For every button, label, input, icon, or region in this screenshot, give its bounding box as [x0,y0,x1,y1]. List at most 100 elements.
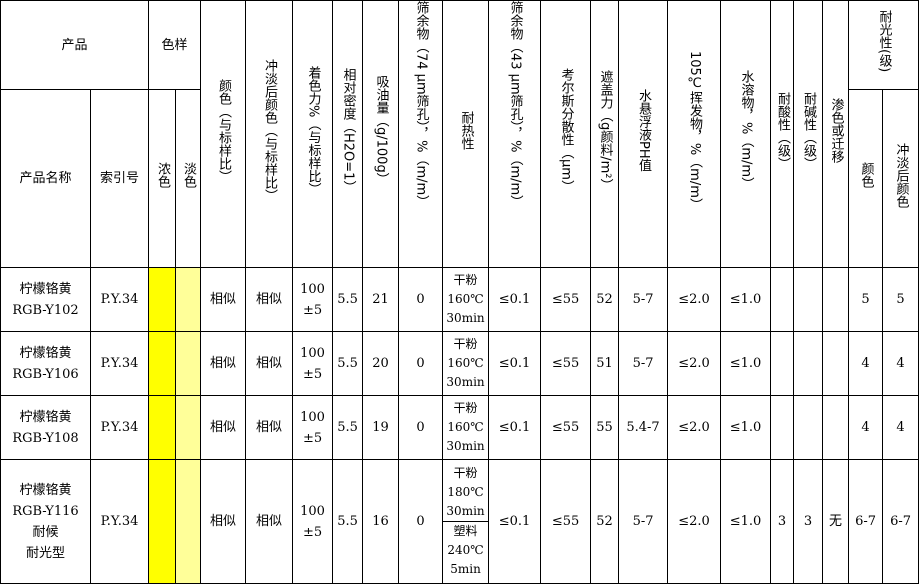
density: 5.5 [332,267,364,332]
color: 相似 [200,459,247,584]
oil-absorption: 19 [362,395,400,460]
oil-absorption: 16 [362,459,400,584]
tint-color: 相似 [245,459,294,584]
ph: 5-7 [618,331,669,396]
acid-resistance: 3 [770,459,795,584]
light-fastness-color: 6-7 [848,459,884,584]
alkali-resistance [793,395,824,460]
header-volatile: 105℃挥发物，%（m/m） [687,50,703,211]
product-name: 柠檬铬黄 RGB-Y102 [0,267,91,332]
light-swatch [175,331,202,396]
heat-resistance: 干粉 160℃ 30min [442,331,490,396]
light-fastness-color: 4 [848,331,884,396]
hiding-power: 52 [590,267,620,332]
hiding-power: 55 [590,395,620,460]
hegman: ≤55 [540,331,592,396]
volatile: ≤2.0 [667,395,722,460]
ph: 5-7 [618,459,669,584]
header-index-no: 索引号 [89,89,150,268]
color: 相似 [200,267,247,332]
product-name: 柠檬铬黄 RGB-Y116 耐候 耐光型 [0,459,91,584]
color: 相似 [200,331,247,396]
index-no: P.Y.34 [89,267,150,332]
ph: 5.4-7 [618,395,669,460]
header-light: 淡色 [181,162,197,188]
deep-swatch [148,459,177,584]
hiding-power: 51 [590,331,620,396]
density: 5.5 [332,331,364,396]
density: 5.5 [332,459,364,584]
hegman: ≤55 [540,395,592,460]
ph: 5-7 [618,267,669,332]
product-name: 柠檬铬黄 RGB-Y108 [0,395,91,460]
product-name: 柠檬铬黄 RGB-Y106 [0,331,91,396]
heat-resistance: 干粉 160℃ 30min [442,267,490,332]
light-fastness-color: 4 [848,395,884,460]
sieve-74: 0 [398,459,444,584]
header-sieve74: 筛余物（74 μm筛孔），%（m/m） [413,1,429,209]
header-color: 颜色（与标样比） [216,78,232,183]
index-no: P.Y.34 [89,331,150,396]
light-fastness-tint: 6-7 [882,459,919,584]
oil-absorption: 21 [362,267,400,332]
deep-swatch [148,267,177,332]
table-row: 柠檬铬黄 RGB-Y116 耐候 耐光型 P.Y.34 相似 相似 100 ±5 5.5 16 0 干粉… [0,459,919,584]
index-no: P.Y.34 [89,459,150,584]
bleeding: 无 [822,459,850,584]
table-row: 柠檬铬黄 RGB-Y108 P.Y.34 相似 相似 100 ±5 5.5 19 0 干粉 160℃ 3… [0,395,919,460]
bleeding [822,267,850,332]
header-sieve43: 筛余物（43 μm筛孔），%（m/m） [507,1,523,209]
alkali-resistance [793,331,824,396]
table-row: 柠檬铬黄 RGB-Y102 P.Y.34 相似 相似 100 ±5 5.5 21 0 干粉 160℃ 3… [0,267,919,332]
oil-absorption: 20 [362,331,400,396]
heat-resistance: 干粉 180℃ 30min 塑料 240℃ 5min [442,459,490,584]
tint-strength: 100 ±5 [292,267,334,332]
header-deep: 浓色 [155,162,171,188]
header-alkali: 耐碱性（级） [801,91,817,170]
color: 相似 [200,395,247,460]
tint-color: 相似 [245,331,294,396]
light-swatch [175,267,202,332]
light-fastness-tint: 4 [882,331,919,396]
tint-strength: 100 ±5 [292,395,334,460]
light-swatch [175,459,202,584]
acid-resistance [770,395,795,460]
water-soluble: ≤1.0 [720,331,772,396]
sieve-43: ≤0.1 [488,331,542,396]
hegman: ≤55 [540,459,592,584]
sieve-43: ≤0.1 [488,395,542,460]
water-soluble: ≤1.0 [720,459,772,584]
heat-resistance: 干粉 160℃ 30min [442,395,490,460]
density: 5.5 [332,395,364,460]
sieve-74: 0 [398,395,444,460]
header-tint-strength: 着色力%（与标样比） [305,65,321,196]
header-oil: 吸油量（g/100g） [373,75,389,186]
header-lf-color: 颜色 [858,162,874,188]
volatile: ≤2.0 [667,267,722,332]
tint-strength: 100 ±5 [292,459,334,584]
header-heat: 耐热性 [458,111,474,150]
sieve-43: ≤0.1 [488,267,542,332]
acid-resistance [770,331,795,396]
header-product-name: 产品名称 [0,89,91,268]
header-ph: 水悬浮液PH值 [636,89,652,172]
header-acid: 耐酸性（级） [775,91,791,170]
water-soluble: ≤1.0 [720,395,772,460]
deep-swatch [148,331,177,396]
table-row: 柠檬铬黄 RGB-Y106 P.Y.34 相似 相似 100 ±5 5.5 20 0 干粉 160℃ 3… [0,331,919,396]
bleeding [822,331,850,396]
header-product: 产品 [0,0,150,90]
volatile: ≤2.0 [667,459,722,584]
tint-strength: 100 ±5 [292,331,334,396]
light-fastness-color: 5 [848,267,884,332]
header-hiding: 遮盖力（g颜料/m²） [597,69,613,192]
alkali-resistance [793,267,824,332]
sieve-74: 0 [398,267,444,332]
header-density: 相对密度（H2O=1） [340,67,356,194]
alkali-resistance: 3 [793,459,824,584]
header-tint-color: 冲淡后颜色（与标样比） [262,59,278,202]
volatile: ≤2.0 [667,331,722,396]
bleeding [822,395,850,460]
header-lf-tint: 冲淡后颜色 [893,142,909,208]
